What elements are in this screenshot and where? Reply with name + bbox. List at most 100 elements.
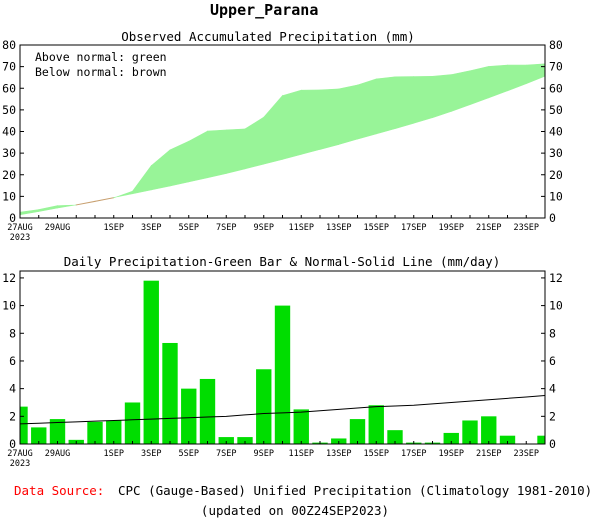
acc-ytick-label-left: 50 — [2, 103, 16, 117]
daily-xtick-label: 23SEP — [513, 449, 539, 459]
figure-title: Upper_Parana — [210, 1, 318, 19]
acc-ytick-label-right: 80 — [549, 38, 563, 52]
above-normal-area — [300, 89, 321, 155]
above-normal-area — [225, 128, 246, 174]
daily-xtick-label: 21SEP — [476, 449, 502, 459]
daily-xtick-label: 27AUG — [7, 449, 33, 459]
acc-xtick-label: 19SEP — [438, 223, 464, 233]
above-normal-area — [338, 84, 358, 145]
daily-xtick-label: 3SEP — [141, 449, 161, 459]
acc-xtick-label: 21SEP — [476, 223, 502, 233]
daily-bar — [462, 420, 478, 444]
below-normal-area — [94, 197, 115, 202]
daily-ytick-label-left: 8 — [9, 326, 16, 340]
acc-ytick-label-left: 10 — [2, 189, 16, 203]
acc-xtick-label: 17SEP — [401, 223, 427, 233]
above-normal-area — [375, 76, 396, 135]
above-normal-area — [394, 76, 415, 130]
acc-xtick-label: 7SEP — [216, 223, 236, 233]
daily-xtick-label: 15SEP — [363, 449, 389, 459]
above-normal-area — [488, 64, 508, 99]
daily-ytick-label-right: 0 — [549, 437, 556, 451]
daily-ytick-label-right: 8 — [549, 326, 556, 340]
acc-ytick-label-right: 10 — [549, 189, 563, 203]
updated-text: (updated on 00Z24SEP2023) — [201, 503, 389, 518]
above-normal-area — [357, 78, 377, 140]
daily-ytick-label-left: 4 — [9, 382, 16, 396]
below-normal-area — [75, 200, 96, 206]
acc-ytick-label-right: 20 — [549, 168, 563, 182]
daily-bar — [143, 280, 159, 444]
daily-axes: 0 0 2 2 4 4 6 6 8 8 10 10 12 12 27AUG 29AUG 1SEP 3SEP 5SEP… — [2, 271, 563, 469]
daily-ytick-label-right: 10 — [549, 299, 563, 313]
acc-ytick-label-left: 60 — [2, 81, 16, 95]
daily-bar — [162, 342, 178, 444]
acc-xtick-label: 3SEP — [141, 223, 161, 233]
acc-ytick-label-left: 80 — [2, 38, 16, 52]
acc-ytick-label-left: 0 — [9, 211, 16, 225]
daily-xtick-label: 19SEP — [438, 449, 464, 459]
acc-ytick-label-left: 40 — [2, 125, 16, 139]
acc-ytick-label-left: 70 — [2, 60, 16, 74]
above-normal-area — [244, 116, 265, 170]
data-source-text: CPC (Gauge-Based) Unified Precipitation … — [118, 483, 590, 498]
daily-ytick-label-left: 12 — [2, 271, 16, 285]
above-normal-area — [413, 76, 433, 124]
normal-line — [19, 395, 546, 425]
above-normal-area — [150, 149, 171, 191]
accumulated-areas — [19, 63, 546, 216]
daily-bars — [20, 280, 545, 444]
daily-bar — [387, 430, 403, 444]
daily-xtick-label: 5SEP — [179, 449, 199, 459]
daily-bar — [87, 421, 103, 444]
daily-ytick-label-left: 10 — [2, 299, 16, 313]
above-normal-area — [507, 64, 527, 92]
daily-bar — [31, 427, 47, 444]
acc-ytick-label-right: 70 — [549, 60, 563, 74]
above-normal-area — [432, 74, 452, 119]
daily-bar — [199, 378, 216, 444]
daily-ytick-label-right: 6 — [549, 354, 556, 368]
daily-ytick-label-left: 2 — [9, 409, 16, 423]
daily-xtick-label: 1SEP — [104, 449, 124, 459]
acc-xtick-label: 5SEP — [179, 223, 199, 233]
legend-below-normal: Below normal: brown — [35, 65, 167, 79]
above-normal-area — [169, 140, 190, 187]
daily-bar — [49, 419, 66, 444]
acc-ytick-label-right: 0 — [549, 211, 556, 225]
above-normal-area — [450, 70, 471, 112]
above-normal-area — [207, 129, 227, 179]
daily-xtick-label: 7SEP — [216, 449, 236, 459]
acc-ytick-label-left: 20 — [2, 168, 16, 182]
above-normal-area — [132, 164, 152, 195]
daily-bar — [218, 437, 234, 444]
daily-bar — [293, 409, 309, 444]
daily-bar — [443, 432, 459, 444]
acc-xtick-label: 23SEP — [513, 223, 539, 233]
daily-bar — [499, 435, 516, 444]
legend-above-normal: Above normal: green — [35, 50, 167, 64]
daily-precipitation-chart: Daily Precipitation-Green Bar & Normal-S… — [2, 254, 563, 469]
above-normal-area — [57, 204, 77, 209]
daily-year-label: 2023 — [10, 459, 30, 469]
acc-xtick-label: 29AUG — [45, 223, 71, 233]
above-normal-area — [38, 205, 58, 212]
daily-ytick-label-left: 6 — [9, 354, 16, 368]
daily-bar — [124, 402, 141, 444]
above-normal-area — [113, 190, 133, 199]
acc-ytick-label-right: 40 — [549, 125, 563, 139]
daily-ytick-label-right: 4 — [549, 382, 556, 396]
above-normal-area — [282, 89, 302, 160]
acc-ytick-label-right: 50 — [549, 103, 563, 117]
daily-xtick-label: 11SEP — [288, 449, 314, 459]
daily-bar — [368, 405, 384, 444]
daily-chart-title: Daily Precipitation-Green Bar & Normal-S… — [64, 254, 501, 269]
daily-bar — [537, 435, 545, 444]
acc-ytick-label-right: 30 — [549, 146, 563, 160]
above-normal-area — [469, 66, 490, 106]
daily-ytick-label-left: 0 — [9, 437, 16, 451]
acc-xtick-label: 1SEP — [104, 223, 124, 233]
daily-xtick-label: 9SEP — [254, 449, 274, 459]
acc-xtick-label: 27AUG — [7, 223, 33, 233]
